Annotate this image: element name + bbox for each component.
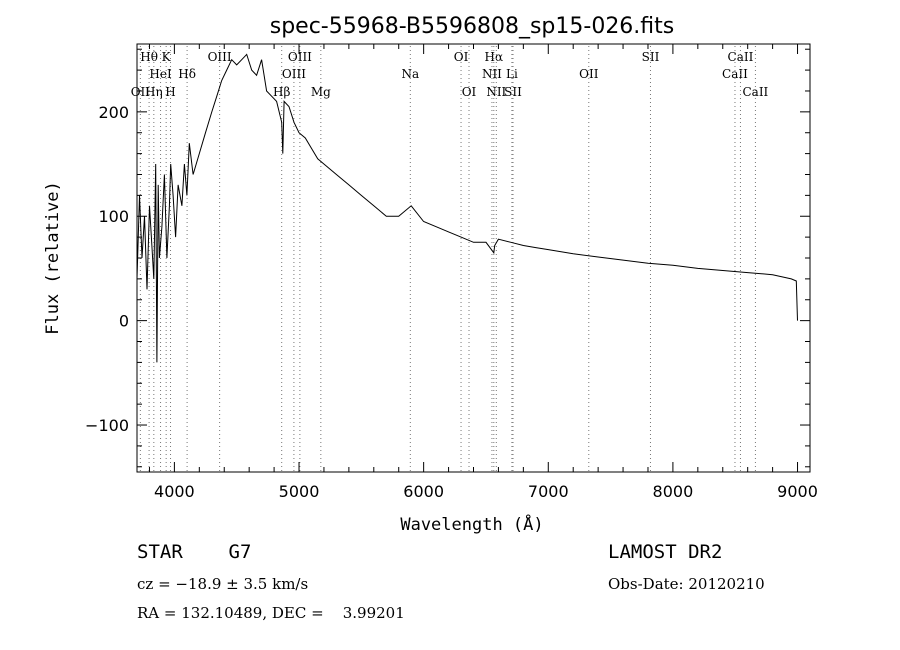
line-marker-label: OIII [288, 50, 312, 64]
observation-date: Obs-Date: 20120210 [608, 575, 765, 593]
sky-coordinates: RA = 132.10489, DEC = 3.99201 [137, 604, 405, 622]
x-tick-label: 6000 [403, 482, 444, 501]
line-marker-label: NII [482, 67, 502, 81]
x-tick-label: 5000 [279, 482, 320, 501]
x-tick-label: 7000 [528, 482, 569, 501]
y-tick-label: −100 [85, 416, 129, 435]
line-marker-label: NII [486, 85, 506, 99]
chart-title: spec-55968-B5596808_sp15-026.fits [270, 14, 675, 39]
line-marker-label: CaII [742, 85, 768, 99]
spectrum-line-0 [136, 53, 798, 363]
spectrum-series [136, 53, 798, 363]
line-marker-label: Li [506, 67, 518, 81]
y-tick-label: 200 [98, 103, 129, 122]
y-axis-label: Flux (relative) [43, 181, 63, 335]
x-tick-label: 4000 [154, 482, 195, 501]
line-marker-label: OI [454, 50, 469, 64]
line-marker-label: HeI [149, 67, 172, 81]
plot-frame [136, 43, 811, 473]
x-tick-label: 8000 [653, 482, 694, 501]
line-marker-label: Mg [311, 85, 331, 99]
line-marker-label: Hδ [178, 67, 196, 81]
line-marker-label: K [162, 50, 172, 64]
survey-name: LAMOST DR2 [608, 541, 723, 563]
y-tick-label: 0 [119, 312, 129, 331]
line-marker-label: OII [131, 85, 151, 99]
x-axis-label: Wavelength (Å) [400, 513, 543, 535]
line-marker-label: Hβ [273, 85, 290, 99]
line-marker-label: Na [401, 67, 419, 81]
redshift-velocity: cz = −18.9 ± 3.5 km/s [137, 575, 309, 593]
line-marker-label: SII [504, 85, 522, 99]
line-marker-label: CaII [722, 67, 748, 81]
line-marker-label: H [165, 85, 175, 99]
line-marker-label: Hη [145, 85, 163, 99]
y-tick-label: 100 [98, 207, 129, 226]
axis-ticks: 4000 5000 6000 7000 8000 9000 −100 0 100 200 [85, 44, 818, 501]
line-marker-label: SII [642, 50, 660, 64]
line-marker-label: OII [579, 67, 599, 81]
line-marker-label: Hθ [140, 50, 158, 64]
x-tick-label: 9000 [777, 482, 818, 501]
line-marker-label: OIII [282, 67, 306, 81]
line-marker-label: OI [462, 85, 477, 99]
object-class: STAR G7 [137, 541, 252, 563]
line-marker-label: Hα [485, 50, 504, 64]
line-marker-label: OIII [208, 50, 232, 64]
line-marker-label: CaII [728, 50, 754, 64]
